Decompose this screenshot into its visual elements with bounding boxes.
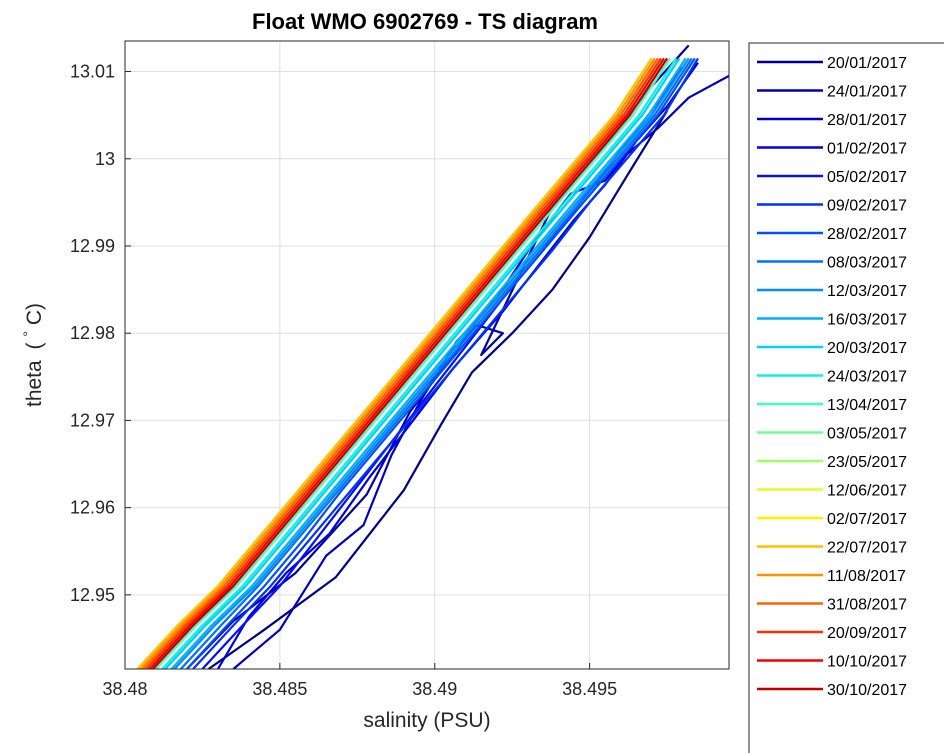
y-tick-label: 13 xyxy=(95,149,115,169)
y-axis-label: theta ( ° C) xyxy=(15,303,46,407)
legend-label: 30/10/2017 xyxy=(827,682,907,699)
y-ticks: 12.95 12.96 12.97 12.98 12.99 13 13.01 xyxy=(70,62,131,605)
legend-label: 01/02/2017 xyxy=(827,141,907,158)
series-line xyxy=(152,57,669,669)
x-axis-label: salinity (PSU) xyxy=(363,709,490,732)
x-tick-label: 38.485 xyxy=(252,679,307,699)
legend-label: 23/05/2017 xyxy=(827,454,907,471)
legend-label: 10/10/2017 xyxy=(827,654,907,671)
y-axis-label-open: ( xyxy=(23,342,46,349)
y-tick-label: 12.97 xyxy=(70,410,115,430)
series-layer xyxy=(136,44,729,669)
legend-label: 24/01/2017 xyxy=(827,84,907,101)
legend-label: 20/01/2017 xyxy=(827,55,907,72)
legend-label: 28/02/2017 xyxy=(827,226,907,243)
series-line xyxy=(145,57,662,669)
x-ticks: 38.48 38.485 38.49 38.495 xyxy=(102,663,617,699)
legend-label: 12/06/2017 xyxy=(827,483,907,500)
chart-title: Float WMO 6902769 - TS diagram xyxy=(252,9,598,34)
legend-box xyxy=(748,42,944,753)
series-line xyxy=(164,57,681,669)
y-axis-label-main: theta xyxy=(23,360,46,407)
series-line xyxy=(142,57,659,669)
legend-label: 24/03/2017 xyxy=(827,369,907,386)
legend-label: 31/08/2017 xyxy=(827,597,907,614)
x-tick-label: 38.495 xyxy=(562,679,617,699)
legend-items: 20/01/2017 24/01/2017 28/01/2017 01/02/2017… xyxy=(757,55,907,699)
series-line xyxy=(173,57,690,669)
y-tick-label: 13.01 xyxy=(70,62,115,82)
legend-label: 03/05/2017 xyxy=(827,426,907,443)
series-line xyxy=(136,57,653,669)
legend-label: 20/03/2017 xyxy=(827,340,907,357)
y-tick-label: 12.99 xyxy=(70,236,115,256)
series-line xyxy=(148,57,665,669)
legend-label: 20/09/2017 xyxy=(827,625,907,642)
grid-lines xyxy=(124,41,729,669)
y-tick-label: 12.96 xyxy=(70,498,115,518)
legend-label: 11/08/2017 xyxy=(827,568,906,585)
series-line xyxy=(161,57,678,669)
series-line xyxy=(155,57,672,669)
legend-label: 28/01/2017 xyxy=(827,112,907,129)
series-line xyxy=(192,57,699,669)
series-line xyxy=(207,110,669,669)
series-line xyxy=(186,57,696,669)
legend-label: 16/03/2017 xyxy=(827,312,907,329)
series-line xyxy=(179,57,693,669)
x-tick-label: 38.48 xyxy=(102,679,147,699)
legend-label: 05/02/2017 xyxy=(827,169,907,186)
y-axis-label-tail: C) xyxy=(23,303,46,325)
y-tick-label: 12.98 xyxy=(70,323,115,343)
legend: 20/01/2017 24/01/2017 28/01/2017 01/02/2017… xyxy=(748,42,944,753)
legend-label: 12/03/2017 xyxy=(827,283,907,300)
legend-label: 22/07/2017 xyxy=(827,540,907,557)
legend-label: 08/03/2017 xyxy=(827,255,907,272)
y-tick-label: 12.95 xyxy=(70,585,115,605)
axes-box xyxy=(124,40,730,670)
y-axis-label-degree: ° xyxy=(20,331,36,337)
series-line xyxy=(139,57,656,669)
legend-label: 02/07/2017 xyxy=(827,511,907,528)
legend-label: 09/02/2017 xyxy=(827,198,907,215)
plot-area: 38.48 38.485 38.49 38.495 12.9512.9612.9712… xyxy=(70,40,730,699)
x-tick-label: 38.49 xyxy=(412,679,457,699)
legend-label: 13/04/2017 xyxy=(827,397,907,414)
series-line xyxy=(170,57,687,669)
